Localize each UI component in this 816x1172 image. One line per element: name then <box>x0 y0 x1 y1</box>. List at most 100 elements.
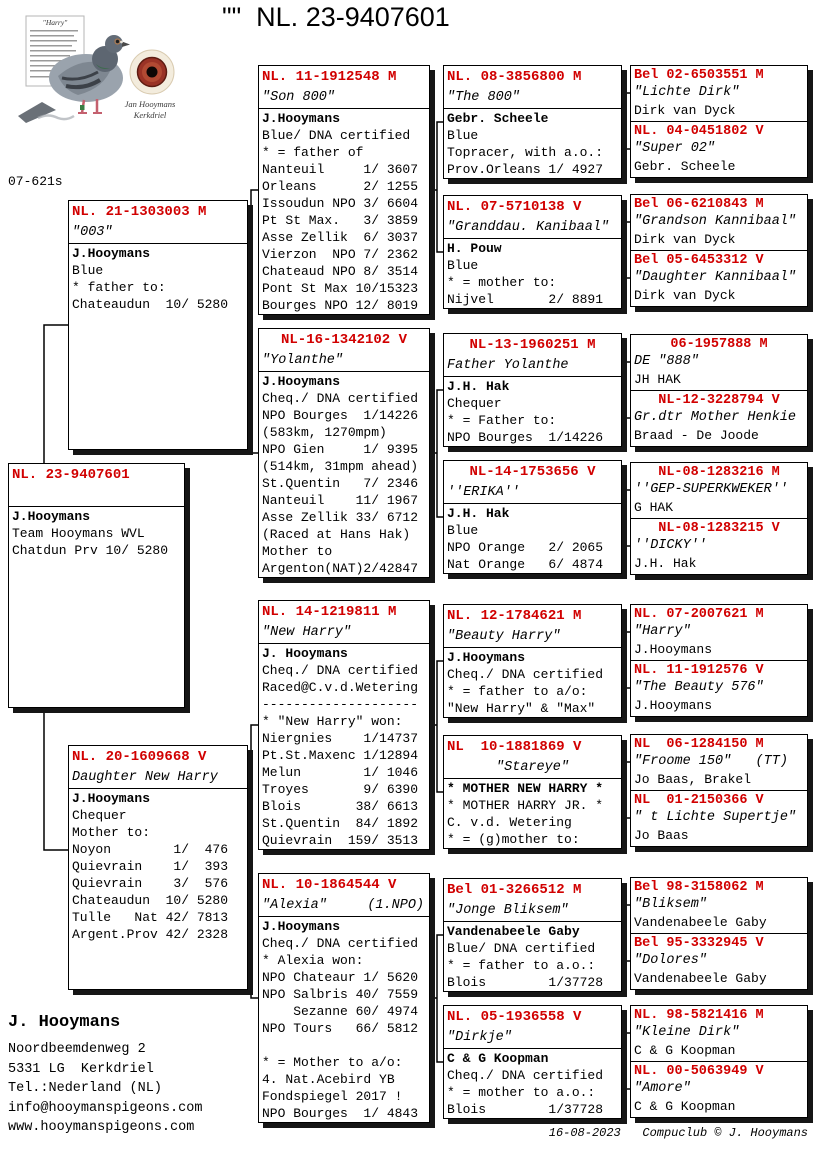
pedigree-box: NL. 12-1784621 M "Beauty Harry" J.Hooyma… <box>443 604 622 718</box>
pedigree-box: Bel 01-3266512 M "Jonge Bliksem" Vandena… <box>443 878 622 992</box>
owner-line: J.Hooymans <box>447 650 526 665</box>
pedigree-box: NL-13-1960251 M Father Yolanthe J.H. Hak… <box>443 333 622 447</box>
loft-owner-name: J. Hooymans <box>8 1013 121 1032</box>
ring-number: Bel 95-3332945 V <box>634 936 764 951</box>
owner-line: J.H. Hak <box>447 506 510 521</box>
pigeon-name: "003" <box>69 222 247 244</box>
owner-line: J.Hooymans <box>262 374 341 389</box>
pedigree-box: NL. 11-1912576 V "The Beauty 576" J.Hooy… <box>630 660 808 717</box>
pigeon-name: "Grandson Kannibaal" <box>634 214 797 229</box>
photo-credit-city: Kerkdriel <box>133 110 167 120</box>
pigeon-name: " t Lichte Supertje" <box>634 810 797 825</box>
box-details: Blue/ DNA certified * = father to a.o.: … <box>447 941 604 990</box>
ring-number: NL-13-1960251 M <box>469 337 596 353</box>
ring-number: NL. 11-1912548 M <box>262 69 397 85</box>
ring-number: NL. 23-9407601 <box>12 467 130 483</box>
pigeon-name: "New Harry" <box>259 622 429 644</box>
pigeon-name: "Lichte Dirk" <box>634 85 740 100</box>
pedigree-box: NL. 11-1912548 M "Son 800" J.Hooymans Bl… <box>258 65 430 315</box>
pedigree-box: NL 01-2150366 V " t Lichte Supertje" Jo … <box>630 790 808 847</box>
photo-card-label: "Harry" <box>43 18 68 27</box>
owner-line: J.Hooymans <box>72 791 151 806</box>
pigeon-name: Father Yolanthe <box>444 355 621 377</box>
owner-line: J.Hooymans <box>72 246 151 261</box>
loft-code: 07-621s <box>8 174 63 189</box>
owner-line: * MOTHER NEW HARRY * <box>447 781 604 796</box>
ring-number: NL. 04-0451802 V <box>634 124 764 139</box>
pigeon-name: "Dirkje" <box>444 1027 621 1049</box>
owner-line: J. Hooymans <box>262 646 348 661</box>
ring-number: NL. 98-5821416 M <box>634 1008 764 1023</box>
box-details: Blue * father to: Chateaudun 10/ 5280 <box>72 263 229 312</box>
ring-number: NL 06-1284150 M <box>634 737 764 752</box>
box-details: Chequer * = Father to: NPO Bourges 1/142… <box>447 396 604 445</box>
pedigree-box: NL. 98-5821416 M "Kleine Dirk" C & G Koo… <box>630 1005 808 1062</box>
ring-number: NL. 11-1912576 V <box>634 663 764 678</box>
pedigree-box: NL-08-1283215 V ''DICKY'' J.H. Hak <box>630 518 808 575</box>
owner-name: Dirk van Dyck <box>634 232 736 247</box>
owner-name: G HAK <box>634 500 674 515</box>
owner-name: J.Hooymans <box>634 642 713 657</box>
ring-number: NL. 07-2007621 M <box>634 607 764 622</box>
pigeon-name: "Amore" <box>634 1081 691 1096</box>
box-details: Cheq./ DNA certified * Alexia won: NPO C… <box>262 936 419 1121</box>
pedigree-box: NL. 04-0451802 V "Super 02" Gebr. Scheel… <box>630 121 808 178</box>
ring-number: Bel 05-6453312 V <box>634 253 764 268</box>
ring-number: 06-1957888 M <box>670 337 768 352</box>
pedigree-box: Bel 06-6210843 M "Grandson Kannibaal" Di… <box>630 194 808 251</box>
pedigree-box: NL-14-1753656 V ''ERIKA'' J.H. Hak Blue … <box>443 460 622 574</box>
owner-line: J.Hooymans <box>12 509 91 524</box>
box-details: Cheq./ DNA certified * = mother to a.o.:… <box>447 1068 604 1117</box>
pigeon-name <box>9 485 184 507</box>
ring-number: NL-16-1342102 V <box>280 332 408 348</box>
box-details: Team Hooymans WVL Chatdun Prv 10/ 5280 <box>12 526 169 558</box>
ring-number: NL-12-3228794 V <box>658 393 780 408</box>
pigeon-name: ''ERIKA'' <box>444 482 621 504</box>
pigeon-name: "Kleine Dirk" <box>634 1025 740 1040</box>
owner-name: C & G Koopman <box>634 1043 736 1058</box>
pedigree-box: NL. 08-3856800 M "The 800" Gebr. Scheele… <box>443 65 622 179</box>
pedigree-box-dam: NL. 20-1609668 V Daughter New Harry J.Ho… <box>68 745 248 990</box>
owner-name: J.Hooymans <box>634 698 713 713</box>
ring-number: NL 10-1881869 V <box>447 739 582 755</box>
pigeon-illustration <box>18 35 130 123</box>
pigeon-name: "Jonge Bliksem" <box>444 900 621 922</box>
pigeon-name: "Son 800" <box>259 87 429 109</box>
pigeon-name: "The 800" <box>444 87 621 109</box>
ring-number: NL-08-1283215 V <box>658 521 780 536</box>
ring-number: NL. 20-1609668 V <box>72 749 207 765</box>
pedigree-box-sire: NL. 21-1303003 M "003" J.Hooymans Blue *… <box>68 200 248 450</box>
pedigree-box: Bel 05-6453312 V "Daughter Kannibaal" Di… <box>630 250 808 307</box>
pigeon-name: "Harry" <box>634 624 691 639</box>
pedigree-box: Bel 98-3158062 M "Bliksem" Vandenabeele … <box>630 877 808 934</box>
owner-name: Jo Baas <box>634 828 689 843</box>
pigeon-name: Daughter New Harry <box>69 767 247 789</box>
owner-name: JH HAK <box>634 372 681 387</box>
pedigree-box-subject: NL. 23-9407601 J.Hooymans Team Hooymans … <box>8 463 185 708</box>
pigeon-name: ''GEP-SUPERKWEKER'' <box>634 482 788 497</box>
pigeon-name: "Dolores" <box>634 953 707 968</box>
pedigree-box: NL-16-1342102 V "Yolanthe" J.Hooymans Ch… <box>258 328 430 578</box>
owner-name: Vandenabeele Gaby <box>634 915 767 930</box>
pedigree-box: Bel 95-3332945 V "Dolores" Vandenabeele … <box>630 933 808 990</box>
pigeon-name: "Bliksem" <box>634 897 707 912</box>
pedigree-box: NL. 07-5710138 V "Granddau. Kanibaal" H.… <box>443 195 622 309</box>
pedigree-box: NL. 10-1864544 V "Alexia" (1.NPO) J.Hooy… <box>258 873 430 1123</box>
pigeon-name: "Stareye" <box>444 757 621 779</box>
ring-number: NL. 21-1303003 M <box>72 204 207 220</box>
box-details: Blue/ DNA certified * = father of Nanteu… <box>262 128 419 313</box>
owner-name: Vandenabeele Gaby <box>634 971 767 986</box>
ring-number: NL-14-1753656 V <box>469 464 596 480</box>
loft-contact-details: Noordbeemdenweg 2 5331 LG Kerkdriel Tel.… <box>8 1042 203 1135</box>
box-details: Blue * = mother to: Nijvel 2/ 8891 <box>447 258 604 307</box>
owner-name: Jo Baas, Brakel <box>634 772 752 787</box>
box-details: Blue Topracer, with a.o.: Prov.Orleans 1… <box>447 128 604 177</box>
owner-line: J.H. Hak <box>447 379 510 394</box>
box-details: * MOTHER HARRY JR. * C. v.d. Wetering * … <box>447 798 604 847</box>
box-details: Cheq./ DNA certified NPO Bourges 1/14226… <box>262 391 419 576</box>
pedigree-box: NL 10-1881869 V "Stareye" * MOTHER NEW H… <box>443 735 622 849</box>
pedigree-box: NL-12-3228794 V Gr.dtr Mother Henkie Bra… <box>630 390 808 447</box>
ring-number: NL. 08-3856800 M <box>447 69 582 85</box>
owner-line: J.Hooymans <box>262 919 341 934</box>
